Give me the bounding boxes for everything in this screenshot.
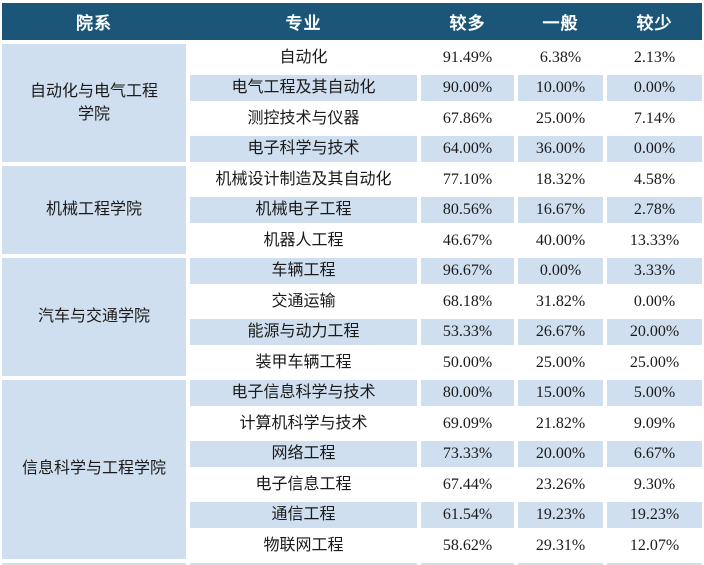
cutoff-row-cell [421,562,514,565]
value-more-cell: 53.33% [421,318,514,345]
college-cell: 自动化与电气工程学院 [2,44,186,162]
value-less-cell: 13.33% [607,227,702,254]
cutoff-row-cell [518,562,603,565]
major-cell: 机械电子工程 [190,196,417,223]
table-header-row: 院系 专业 较多 一般 较少 [2,3,702,40]
value-less-cell: 5.00% [607,379,702,406]
college-name: 自动化与电气工程学院 [29,82,158,123]
college-cell: 汽车与交通学院 [2,257,186,376]
value-less-cell: 19.23% [607,501,702,528]
value-general-cell: 25.00% [518,105,603,132]
college-cell: 机械工程学院 [2,166,186,254]
major-cell: 通信工程 [190,501,417,528]
header-cell-major: 专业 [285,14,322,33]
cutoff-row-cell [607,562,702,565]
value-less-cell: 4.58% [607,166,702,193]
value-less-cell: 7.14% [607,105,702,132]
cutoff-row-cell [190,562,417,565]
value-more-cell: 68.18% [421,288,514,315]
header-cell-less: 较少 [636,14,673,33]
major-cell: 能源与动力工程 [190,318,417,345]
value-general-cell: 21.82% [518,410,603,437]
value-general-cell: 31.82% [518,288,603,315]
value-more-cell: 90.00% [421,74,514,101]
major-cell: 自动化 [190,44,417,71]
college-name: 信息科学与工程学院 [21,460,166,478]
major-cell: 电子信息工程 [190,471,417,498]
value-less-cell: 2.78% [607,196,702,223]
header-cell-general: 一般 [542,14,579,33]
value-less-cell: 0.00% [607,135,702,162]
value-general-cell: 19.23% [518,501,603,528]
value-general-cell: 0.00% [518,257,603,284]
value-general-cell: 20.00% [518,440,603,467]
header-cell-college: 院系 [76,14,112,33]
value-general-cell: 15.00% [518,379,603,406]
value-more-cell: 91.49% [421,44,514,71]
value-less-cell: 12.07% [607,532,702,559]
value-general-cell: 36.00% [518,135,603,162]
value-less-cell: 20.00% [607,318,702,345]
value-less-cell: 6.67% [607,440,702,467]
college-cell: 信息科学与工程学院 [2,379,186,559]
value-more-cell: 46.67% [421,227,514,254]
major-cell: 机器人工程 [190,227,417,254]
major-cell: 车辆工程 [190,257,417,284]
value-less-cell: 9.30% [607,471,702,498]
major-cell: 计算机科学与技术 [190,410,417,437]
value-less-cell: 0.00% [607,288,702,315]
major-cell: 电气工程及其自动化 [190,74,417,101]
value-general-cell: 16.67% [518,196,603,223]
college-name: 机械工程学院 [45,201,142,219]
value-more-cell: 69.09% [421,410,514,437]
value-more-cell: 67.86% [421,105,514,132]
value-more-cell: 61.54% [421,501,514,528]
major-cell: 网络工程 [190,440,417,467]
major-cell: 物联网工程 [190,532,417,559]
value-more-cell: 58.62% [421,532,514,559]
major-cell: 测控技术与仪器 [190,105,417,132]
value-general-cell: 29.31% [518,532,603,559]
value-less-cell: 9.09% [607,410,702,437]
value-more-cell: 96.67% [421,257,514,284]
major-cell: 装甲车辆工程 [190,349,417,376]
value-general-cell: 6.38% [518,44,603,71]
value-more-cell: 77.10% [421,166,514,193]
value-less-cell: 2.13% [607,44,702,71]
value-more-cell: 50.00% [421,349,514,376]
value-more-cell: 80.56% [421,196,514,223]
table-body: 自动化与电气工程学院 自动化 91.49% 6.38% 2.13% 电气工程及其… [2,44,702,565]
header-cell-more: 较多 [449,14,486,33]
value-general-cell: 23.26% [518,471,603,498]
value-general-cell: 10.00% [518,74,603,101]
value-general-cell: 25.00% [518,349,603,376]
value-more-cell: 73.33% [421,440,514,467]
value-more-cell: 80.00% [421,379,514,406]
value-less-cell: 3.33% [607,257,702,284]
value-more-cell: 67.44% [421,471,514,498]
value-less-cell: 0.00% [607,74,702,101]
major-cell: 机械设计制造及其自动化 [190,166,417,193]
value-more-cell: 64.00% [421,135,514,162]
value-general-cell: 18.32% [518,166,603,193]
college-name: 汽车与交通学院 [37,307,150,325]
major-cell: 交通运输 [190,288,417,315]
major-cell: 电子科学与技术 [190,135,417,162]
cutoff-row-cell [2,562,186,565]
value-general-cell: 26.67% [518,318,603,345]
value-general-cell: 40.00% [518,227,603,254]
major-cell: 电子信息科学与技术 [190,379,417,406]
value-less-cell: 25.00% [607,349,702,376]
